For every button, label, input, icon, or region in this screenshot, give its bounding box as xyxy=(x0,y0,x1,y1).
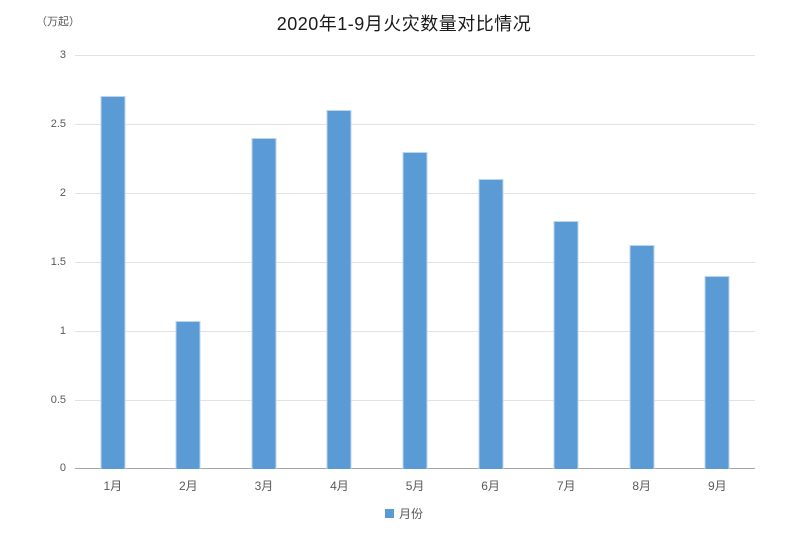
x-tick-label: 6月 xyxy=(481,479,500,493)
gridline xyxy=(75,55,755,56)
bar-slot xyxy=(302,55,378,469)
y-axis-tick-labels: 3 2.5 2 1.5 1 0.5 0 xyxy=(0,49,66,474)
bar-slot xyxy=(226,55,302,469)
x-tick-label: 4月 xyxy=(330,479,349,493)
legend: 月份 xyxy=(0,505,808,522)
y-tick-label: 3 xyxy=(59,49,66,61)
bar-slot xyxy=(680,55,756,469)
chart-title: 2020年1-9月火灾数量对比情况 xyxy=(276,14,532,34)
gridline xyxy=(75,124,755,125)
legend-swatch-icon xyxy=(384,509,394,518)
x-tick-label: 9月 xyxy=(707,479,727,493)
bar-8月 xyxy=(629,245,655,469)
bar-slot xyxy=(377,55,453,469)
x-tick-label: 7月 xyxy=(556,479,576,493)
bar-5月 xyxy=(402,152,428,469)
bar-9月 xyxy=(704,276,730,469)
y-tick-label: 1 xyxy=(59,325,66,337)
x-tick-label: 2月 xyxy=(179,479,198,493)
x-tick-label: 1月 xyxy=(103,479,123,493)
bar-slot xyxy=(75,55,151,469)
bar-slot xyxy=(604,55,680,469)
bars-row xyxy=(75,55,755,469)
y-tick-label: 1.5 xyxy=(50,256,66,268)
bar-3月 xyxy=(251,138,277,469)
bar-7月 xyxy=(553,221,579,469)
bar-slot xyxy=(151,55,227,469)
y-tick-label: 2 xyxy=(59,187,66,199)
x-tick-label: 5月 xyxy=(405,479,425,493)
y-tick-label: 2.5 xyxy=(50,118,66,130)
x-axis-tick-labels: 1月 2月 3月 4月 5月 6月 7月 8月 9月 xyxy=(75,477,755,494)
y-axis-unit-label: （万起） xyxy=(36,16,80,28)
bar-1月 xyxy=(100,96,126,469)
bar-4月 xyxy=(326,110,352,469)
bar-slot xyxy=(528,55,604,469)
y-tick-label: 0.5 xyxy=(50,394,66,406)
bar-6月 xyxy=(478,179,504,469)
y-tick-label: 0 xyxy=(59,462,66,474)
legend-series-label: 月份 xyxy=(398,507,423,521)
x-tick-label: 8月 xyxy=(632,479,652,493)
x-tick-label: 3月 xyxy=(254,479,274,493)
bar-2月 xyxy=(175,321,201,469)
bar-slot xyxy=(453,55,529,469)
plot-area xyxy=(75,55,755,469)
